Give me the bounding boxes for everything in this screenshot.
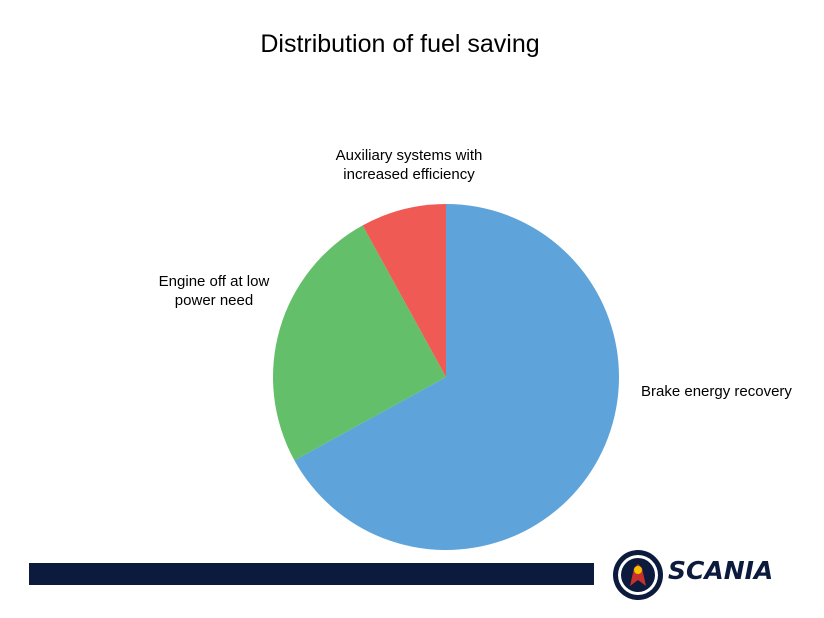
- chart-title: Distribution of fuel saving: [260, 30, 540, 58]
- footer-bar: [29, 563, 594, 585]
- pie-slice-engine-off-at-low-power-need: [272, 225, 446, 461]
- slice-label-line: Engine off at low: [158, 273, 270, 290]
- slice-label-line: power need: [174, 292, 254, 309]
- slice-label-auxiliary-systems: Auxiliary systems with increased efficie…: [318, 146, 500, 184]
- slice-label-line: Auxiliary systems with: [335, 147, 483, 164]
- slice-label-engine-off: Engine off at low power need: [140, 272, 288, 310]
- pie-slice-auxiliary-systems-with-increased-efficiency: [362, 204, 446, 377]
- scania-wordmark: SCANIA: [668, 556, 774, 585]
- scania-griffin-emblem-icon: [613, 550, 663, 600]
- pie-slice-brake-energy-recovery: [294, 204, 619, 550]
- slice-label-brake-energy-recovery: Brake energy recovery: [641, 383, 792, 400]
- slice-label-line: increased efficiency: [343, 166, 475, 183]
- scania-logo: SCANIA: [612, 546, 802, 604]
